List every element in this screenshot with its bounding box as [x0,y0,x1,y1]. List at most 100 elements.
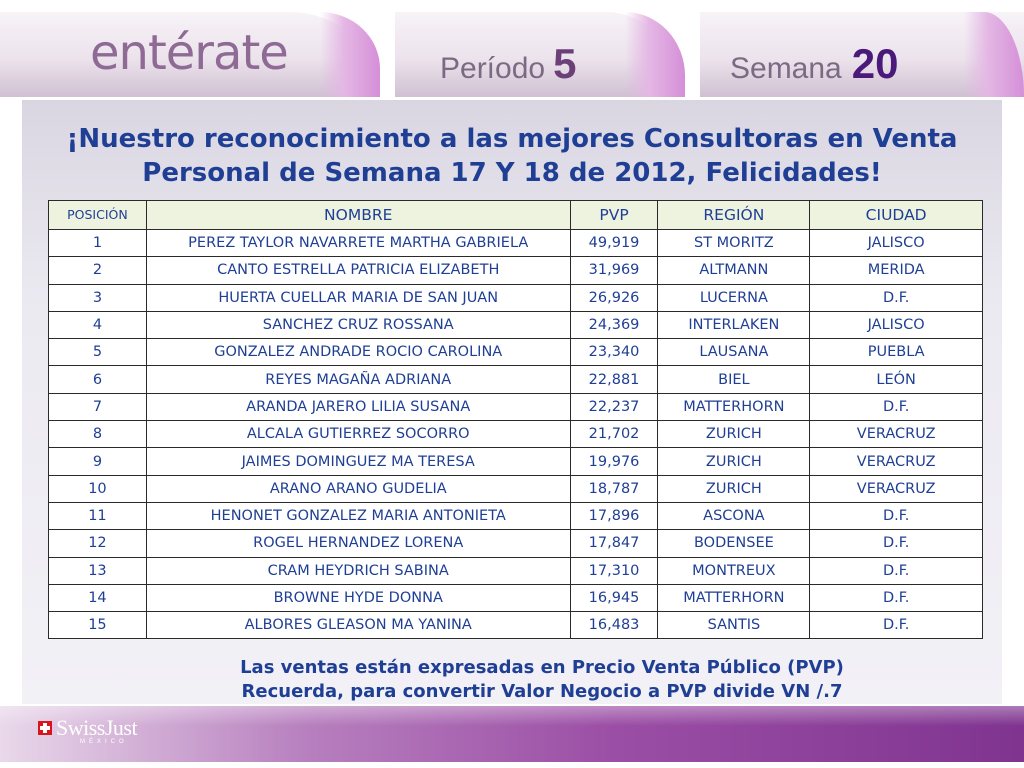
cell-ciudad: MERIDA [809,256,983,285]
pvp-note: Las ventas están expresadas en Precio Ve… [30,656,1024,704]
table-row: 9 JAIMES DOMINGUEZ MA TERESA 19,976 ZURICH V… [48,447,983,476]
brand-title: entérate [90,25,289,81]
cell-nombre: SANCHEZ CRUZ ROSSANA [145,310,571,340]
logo-subtext: MÉXICO [80,739,128,745]
cell-pvp: 31,969 [569,256,659,285]
cell-nombre: HUERTA CUELLAR MARIA DE SAN JUAN [145,283,571,312]
note-line-1: Las ventas están expresadas en Precio Ve… [240,657,844,678]
table-row: 2 CANTO ESTRELLA PATRICIA ELIZABETH 31,969… [48,256,983,285]
column-header-posicion: POSICIÓN [48,200,147,230]
cell-nombre: BROWNE HYDE DONNA [145,583,571,613]
table-row: 10 ARANO ARANO GUDELIA 18,787 ZURICH VERACRU… [48,474,983,503]
cell-pvp: 17,847 [569,529,659,558]
swiss-cross-icon [38,721,52,735]
periodo-label: Período 5 [440,40,576,88]
cell-pvp: 16,945 [569,583,659,613]
table-row: 4 SANCHEZ CRUZ ROSSANA 24,369 INTERLAKEN JAL… [48,310,983,340]
cell-pvp: 26,926 [569,283,659,312]
cell-posicion: 7 [48,392,147,422]
table-row: 5 GONZALEZ ANDRADE ROCIO CAROLINA 23,340 LA… [48,338,983,367]
cell-region: ST MORITZ [657,228,811,258]
cell-region: MATTERHORN [657,392,811,422]
header-banner: entérate Período 5 Semana 20 [0,0,1024,100]
cell-posicion: 13 [48,556,147,585]
column-header-pvp: PVP [569,200,659,230]
table-row: 3 HUERTA CUELLAR MARIA DE SAN JUAN 26,926 L… [48,283,983,312]
cell-posicion: 4 [48,310,147,340]
table-row: 1 PEREZ TAYLOR NAVARRETE MARTHA GABRIELA 4… [48,228,983,258]
table-row: 15 ALBORES GLEASON MA YANINA 16,483 SANTIS D… [48,611,983,640]
cell-nombre: CANTO ESTRELLA PATRICIA ELIZABETH [145,256,571,285]
cell-posicion: 1 [48,228,147,258]
cell-pvp: 21,702 [569,420,659,449]
cell-ciudad: D.F. [809,501,983,531]
cell-ciudad: PUEBLA [809,338,983,367]
cell-ciudad: D.F. [809,529,983,558]
column-header-ciudad: CIUDAD [809,200,983,230]
footer-bar [0,706,1024,762]
cell-pvp: 22,881 [569,365,659,394]
cell-pvp: 16,483 [569,611,659,640]
cell-posicion: 15 [48,611,147,640]
cell-pvp: 23,340 [569,338,659,367]
tab-enterate [0,12,380,97]
cell-region: SANTIS [657,611,811,640]
cell-ciudad: D.F. [809,611,983,640]
table-row: 11 HENONET GONZALEZ MARIA ANTONIETA 17,896… [48,501,983,531]
cell-region: LUCERNA [657,283,811,312]
footer-shine [0,706,1024,726]
cell-nombre: PEREZ TAYLOR NAVARRETE MARTHA GABRIELA [145,228,571,258]
cell-ciudad: JALISCO [809,228,983,258]
table-row: 14 BROWNE HYDE DONNA 16,945 MATTERHORN D.F. [48,583,983,613]
cell-posicion: 9 [48,447,147,476]
cell-nombre: GONZALEZ ANDRADE ROCIO CAROLINA [145,338,571,367]
periodo-text: Período [440,52,546,85]
column-header-region: REGIÓN [657,200,811,230]
column-header-nombre: NOMBRE [145,200,571,230]
table-row: 7 ARANDA JARERO LILIA SUSANA 22,237 MATTERH… [48,392,983,422]
cell-region: ZURICH [657,420,811,449]
cell-region: ZURICH [657,447,811,476]
note-line-2: Recuerda, para convertir Valor Negocio a… [241,681,843,702]
cell-ciudad: D.F. [809,283,983,312]
table-header-row: POSICIÓN NOMBRE PVP REGIÓN CIUDAD [48,200,983,230]
cell-pvp: 22,237 [569,392,659,422]
ranking-table: POSICIÓN NOMBRE PVP REGIÓN CIUDAD 1 PEREZ… [48,200,983,640]
cell-pvp: 17,896 [569,501,659,531]
cell-ciudad: VERACRUZ [809,447,983,476]
cell-nombre: ARANO ARANO GUDELIA [145,474,571,503]
cell-pvp: 17,310 [569,556,659,585]
cell-region: INTERLAKEN [657,310,811,340]
cell-nombre: HENONET GONZALEZ MARIA ANTONIETA [145,501,571,531]
table-row: 8 ALCALA GUTIERREZ SOCORRO 21,702 ZURICH VER… [48,420,983,449]
table-body: 1 PEREZ TAYLOR NAVARRETE MARTHA GABRIELA 4… [48,228,983,640]
cell-region: LAUSANA [657,338,811,367]
cell-ciudad: VERACRUZ [809,474,983,503]
cell-region: ASCONA [657,501,811,531]
cell-posicion: 2 [48,256,147,285]
cell-region: ALTMANN [657,256,811,285]
swissjust-logo: SwissJust [38,715,138,740]
cell-region: MONTREUX [657,556,811,585]
cell-pvp: 24,369 [569,310,659,340]
cell-posicion: 5 [48,338,147,367]
logo-text: SwissJust [56,715,138,740]
periodo-number: 5 [553,40,577,87]
cell-ciudad: D.F. [809,392,983,422]
table-row: 12 ROGEL HERNANDEZ LORENA 17,847 BODENSEE D.… [48,529,983,558]
title-line-2: Personal de Semana 17 Y 18 de 2012, Feli… [142,158,882,188]
table-row: 6 REYES MAGAÑA ADRIANA 22,881 BIEL LEÓN [48,365,983,394]
cell-ciudad: D.F. [809,556,983,585]
tab-accent [625,12,685,97]
cell-nombre: REYES MAGAÑA ADRIANA [145,365,571,394]
cell-posicion: 11 [48,501,147,531]
cell-pvp: 49,919 [569,228,659,258]
cell-region: BIEL [657,365,811,394]
cell-posicion: 3 [48,283,147,312]
cell-posicion: 10 [48,474,147,503]
cell-posicion: 14 [48,583,147,613]
cell-ciudad: LEÓN [809,365,983,394]
cell-ciudad: VERACRUZ [809,420,983,449]
cell-posicion: 8 [48,420,147,449]
table-row: 13 CRAM HEYDRICH SABINA 17,310 MONTREUX D.F. [48,556,983,585]
